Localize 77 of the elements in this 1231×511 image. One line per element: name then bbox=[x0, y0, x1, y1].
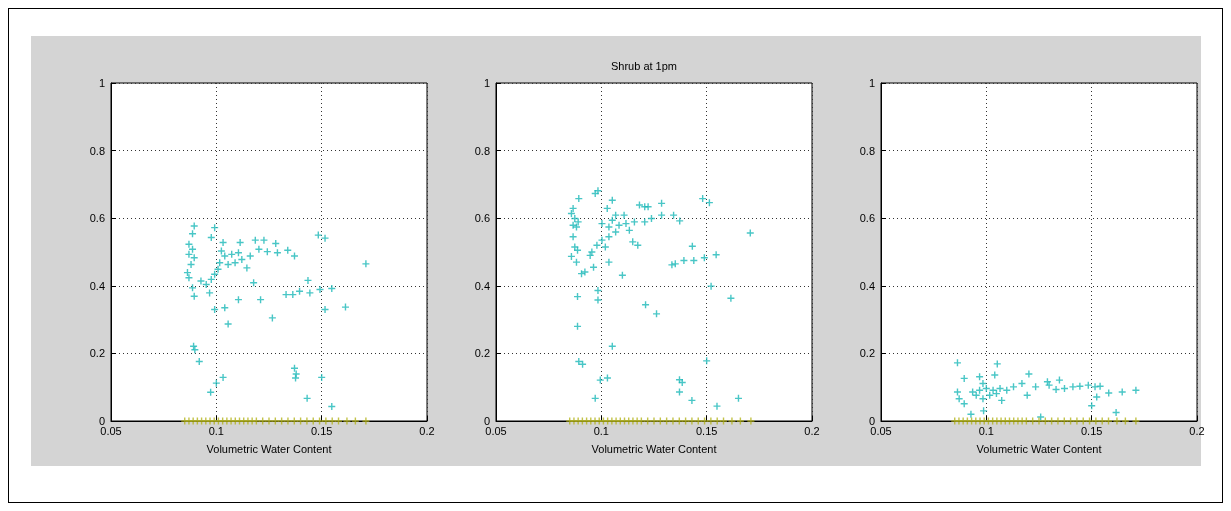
y-tick-label: 0.4 bbox=[89, 279, 105, 292]
y-tick-label: 0.2 bbox=[474, 347, 490, 360]
x-axis-title: Volumetric Water Content bbox=[591, 442, 717, 455]
point bbox=[1079, 417, 1087, 425]
x-tick-label: 0.1 bbox=[593, 424, 609, 437]
point bbox=[991, 371, 999, 379]
y-tick-label: 0.8 bbox=[859, 144, 875, 157]
x-tick-label: 0.2 bbox=[804, 424, 820, 437]
point bbox=[1029, 417, 1037, 425]
point bbox=[1093, 393, 1101, 401]
point bbox=[953, 359, 961, 367]
x-tick-label: 0.05 bbox=[485, 424, 507, 437]
x-tick-label: 0.2 bbox=[1189, 424, 1205, 437]
point bbox=[967, 410, 975, 418]
y-tick-label: 0.6 bbox=[859, 212, 875, 225]
point bbox=[1035, 417, 1043, 425]
point bbox=[1048, 417, 1056, 425]
point bbox=[980, 407, 988, 415]
point bbox=[1121, 417, 1129, 425]
point bbox=[1010, 383, 1018, 391]
y-tick-label: 0 bbox=[868, 415, 875, 427]
point bbox=[1037, 413, 1045, 421]
point bbox=[1022, 417, 1030, 425]
point bbox=[1132, 417, 1140, 425]
y-tick-label: 0.6 bbox=[474, 212, 490, 225]
point bbox=[1092, 417, 1100, 425]
y-tick-label: 0.6 bbox=[89, 212, 105, 225]
point bbox=[1052, 386, 1060, 394]
point bbox=[979, 379, 987, 387]
point bbox=[1018, 379, 1026, 387]
y-tick-label: 0.4 bbox=[859, 279, 875, 292]
point bbox=[1132, 386, 1140, 394]
chart-title: Shrub at 1pm bbox=[610, 59, 678, 72]
x-axis-title: Volumetric Water Content bbox=[976, 442, 1102, 455]
y-tick-label: 0.2 bbox=[859, 347, 875, 360]
point bbox=[1112, 409, 1120, 417]
y-tick-label: 1 bbox=[98, 77, 105, 89]
y-tick-label: 1 bbox=[868, 77, 875, 89]
point bbox=[1105, 417, 1113, 425]
point bbox=[1041, 417, 1049, 425]
y-tick-label: 0.8 bbox=[89, 144, 105, 157]
y-tick-label: 0 bbox=[483, 415, 490, 427]
point bbox=[1060, 417, 1068, 425]
y-tick-label: 0.8 bbox=[474, 144, 490, 157]
x-tick-label: 0.2 bbox=[419, 424, 435, 437]
point bbox=[1084, 381, 1092, 389]
point bbox=[1118, 388, 1126, 396]
point bbox=[1076, 382, 1084, 390]
x-tick-label: 0.1 bbox=[208, 424, 224, 437]
x-tick-label: 0.15 bbox=[310, 424, 333, 437]
point bbox=[1055, 376, 1063, 384]
y-tick-label: 0.2 bbox=[89, 347, 105, 360]
point bbox=[1096, 382, 1104, 390]
x-tick-label: 0.15 bbox=[695, 424, 718, 437]
point bbox=[1113, 417, 1121, 425]
point bbox=[1032, 383, 1040, 391]
point bbox=[1073, 417, 1081, 425]
point bbox=[955, 395, 963, 403]
point bbox=[996, 385, 1004, 393]
x-tick-label: 0.1 bbox=[978, 424, 994, 437]
point bbox=[1086, 417, 1094, 425]
x-tick-label: 0.15 bbox=[1080, 424, 1103, 437]
point bbox=[1067, 417, 1075, 425]
point bbox=[1054, 417, 1062, 425]
x-tick-label: 0.05 bbox=[870, 424, 892, 437]
y-tick-label: 1 bbox=[483, 77, 490, 89]
y-tick-label: 0.4 bbox=[474, 279, 490, 292]
point bbox=[1025, 370, 1033, 378]
point bbox=[1069, 383, 1077, 391]
point bbox=[1098, 417, 1106, 425]
point bbox=[953, 388, 961, 396]
point bbox=[1105, 389, 1113, 397]
x-tick-label: 0.05 bbox=[100, 424, 122, 437]
point bbox=[979, 395, 987, 403]
point bbox=[993, 360, 1001, 368]
x-axis-title: Volumetric Water Content bbox=[206, 442, 332, 455]
y-tick-label: 0 bbox=[98, 415, 105, 427]
